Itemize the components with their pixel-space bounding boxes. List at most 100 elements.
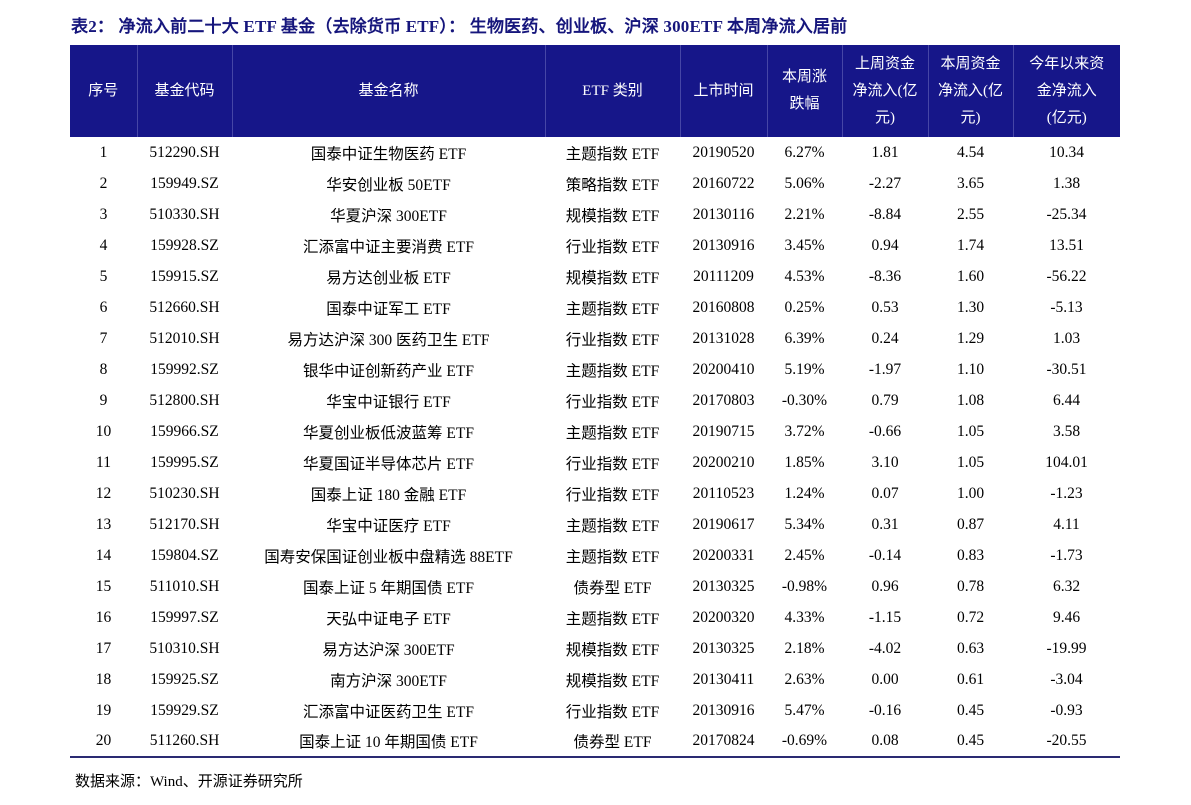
table-cell: 1.03 [1052,329,1081,347]
table-cell: 4.11 [1053,515,1080,533]
table-cell: 1.08 [956,391,985,409]
table-cell: 510330.SH [149,205,220,223]
table-cell: 0.78 [956,577,985,595]
table-cell: -20.55 [1046,732,1087,749]
table-cell: 汇添富中证医药卫生 ETF [303,703,474,721]
table-cell: 易方达创业板 ETF [326,269,451,287]
table-cell: 3.58 [1052,422,1081,440]
table-cell: 0.25% [784,298,825,316]
column-header: 上周资金 净流入(亿 元) [842,45,929,137]
data-source-note: 数据来源：Wind、开源证券研究所 [75,774,303,790]
table-cell: 12 [95,484,112,502]
table-cell: 行业指数 ETF [565,703,660,721]
table-cell: 5.19% [784,360,825,378]
table-cell: -8.84 [868,205,902,223]
table-cell: 6.32 [1052,577,1081,595]
table-cell: 主题指数 ETF [565,300,660,318]
column-header: 基金代码 [137,45,233,137]
table-cell: 20160722 [692,174,755,192]
table-cell: 20110523 [692,484,755,502]
table-cell: 10 [95,422,112,440]
table-cell: 1.81 [871,143,899,161]
table-cell: 20200210 [692,453,755,471]
table-cell: 易方达沪深 300 医药卫生 ETF [287,331,490,349]
table-cell: 18 [95,670,112,688]
table-cell: 国泰中证生物医药 ETF [310,145,467,163]
table-row: 10 159966.SZ 华夏创业板低波蓝筹 ETF 主题指数 ETF 20190715… [70,416,1120,447]
table-cell: -56.22 [1046,267,1087,285]
table-cell: 512660.SH [149,298,220,316]
table-row: 4 159928.SZ 汇添富中证主要消费 ETF 行业指数 ETF 20130916 3… [70,230,1120,261]
table-cell: -4.02 [868,639,902,657]
table-cell: 20130411 [692,670,755,688]
table-cell: 0.96 [871,577,899,595]
table-cell: 511010.SH [149,577,220,595]
table-cell: 3.65 [956,174,985,192]
table-row: 5 159915.SZ 易方达创业板 ETF 规模指数 ETF 20111209 4.53… [70,261,1120,292]
table-cell: -30.51 [1046,360,1087,378]
table-cell: 行业指数 ETF [565,455,660,473]
table-cell: 0.45 [956,701,985,719]
table-cell: -0.66 [868,422,902,440]
table-cell: 规模指数 ETF [565,672,660,690]
column-header: 上市时间 [680,45,768,137]
table-cell: 9 [99,391,108,409]
table-cell: 2.18% [784,639,825,657]
table-cell: 5.47% [784,701,825,719]
table-cell: 512290.SH [149,143,220,161]
table-cell: 20111209 [693,267,754,285]
table-cell: 0.87 [956,515,985,533]
table-cell: 1.05 [956,422,985,440]
table-cell: 主题指数 ETF [565,517,660,535]
table-cell: 7 [99,329,108,347]
table-cell: 0.07 [871,484,899,502]
table-cell: -1.15 [868,608,902,626]
table-cell: 20130916 [692,236,755,254]
table-cell: 20200331 [692,546,755,564]
table-cell: 国泰上证 180 金融 ETF [310,486,467,504]
table-cell: 20190520 [692,143,755,161]
table-cell: 20200410 [692,360,755,378]
table-cell: -2.27 [868,174,902,192]
table-cell: 3.10 [871,453,899,471]
column-header: 本周资金 净流入(亿 元) [928,45,1014,137]
table-cell: 0.08 [871,732,899,749]
table-cell: 512010.SH [149,329,220,347]
table-cell: 159925.SZ [150,670,219,688]
etf-net-inflow-table: 序号 基金代码 基金名称 ETF 类别 上市时间 本周涨 跌幅 上周资金 净流入(亿 元) 本… [70,45,1120,758]
table-row: 14 159804.SZ 国寿安保国证创业板中盘精选 88ETF 主题指数 ETF 20… [70,540,1120,571]
table-header: 序号 基金代码 基金名称 ETF 类别 上市时间 本周涨 跌幅 上周资金 净流入(亿 元) 本… [70,45,1120,137]
table-cell: 4.53% [784,267,825,285]
table-cell: 易方达沪深 300ETF [322,641,455,659]
table-row: 9 512800.SH 华宝中证银行 ETF 行业指数 ETF 20170803 -0.3… [70,385,1120,416]
table-cell: 512800.SH [149,391,220,409]
table-cell: 4.33% [784,608,825,626]
table-cell: 1.38 [1052,174,1081,192]
table-cell: 3 [99,205,108,223]
table-cell: 主题指数 ETF [565,424,660,442]
column-header: 本周涨 跌幅 [767,45,843,137]
table-cell: 159995.SZ [150,453,219,471]
table-cell: 20160808 [692,298,755,316]
table-cell: 19 [95,701,112,719]
table-cell: 3.72% [784,422,825,440]
table-cell: 2 [99,174,108,192]
table-row: 15 511010.SH 国泰上证 5 年期国债 ETF 债券型 ETF 2013032… [70,571,1120,602]
column-header: 今年以来资 金净流入 (亿元) [1013,45,1120,137]
table-row: 12 510230.SH 国泰上证 180 金融 ETF 行业指数 ETF 201105… [70,478,1120,509]
table-cell: 行业指数 ETF [565,393,660,411]
table-cell: 159949.SZ [150,174,219,192]
table-cell: 主题指数 ETF [565,362,660,380]
table-cell: 6.44 [1052,391,1081,409]
table-cell: 17 [95,639,112,657]
table-row: 16 159997.SZ 天弘中证电子 ETF 主题指数 ETF 20200320 4.3… [70,602,1120,633]
table-cell: 15 [95,577,112,595]
table-cell: -0.93 [1050,701,1083,719]
table-cell: -5.13 [1050,298,1083,316]
header-row: 序号 基金代码 基金名称 ETF 类别 上市时间 本周涨 跌幅 上周资金 净流入(亿 元) 本… [70,45,1120,137]
table-cell: 华夏国证半导体芯片 ETF [303,455,474,473]
table-cell: 规模指数 ETF [565,269,660,287]
table-cell: 南方沪深 300ETF [330,672,447,690]
table-cell: 16 [95,608,112,626]
